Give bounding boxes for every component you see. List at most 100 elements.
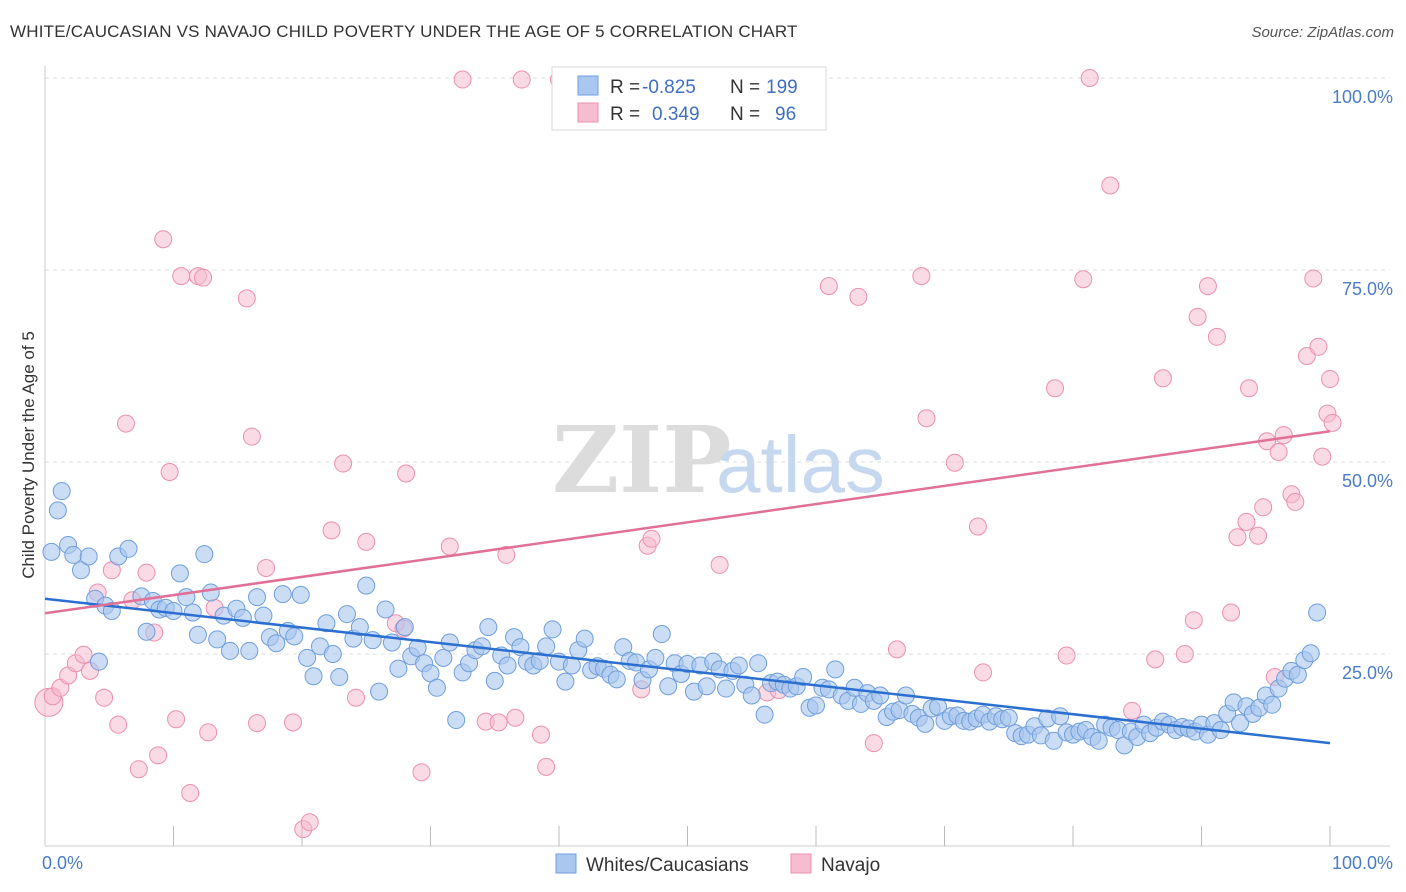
axes — [44, 66, 1390, 847]
series-legend-swatch-whites — [555, 853, 577, 874]
whites-point — [999, 708, 1018, 727]
whites-point — [479, 618, 498, 637]
navajo-point — [248, 714, 267, 733]
navajo-point — [1222, 603, 1241, 622]
navajo-point — [819, 277, 838, 296]
whites-point — [170, 564, 189, 583]
navajo-point — [300, 813, 319, 832]
whites-point — [71, 561, 90, 580]
y-tick-label-75: 75.0% — [1342, 279, 1393, 299]
stats-legend: R = -0.825 N = 199 R = 0.349 N = 96 — [551, 66, 827, 131]
series-legend: Whites/Caucasians Navajo — [555, 853, 880, 876]
navajo-point — [1304, 269, 1323, 288]
legend-n-value-whites: 199 — [766, 77, 798, 98]
navajo-point — [1074, 270, 1093, 289]
whites-point — [330, 668, 349, 687]
navajo-point — [1153, 369, 1172, 388]
whites-point — [646, 648, 665, 667]
whites-point — [794, 668, 813, 687]
navajo-point — [1269, 443, 1288, 462]
whites-point — [304, 667, 323, 686]
legend-n-label-navajo: N = — [730, 104, 760, 125]
navajo-point — [109, 715, 128, 734]
whites-point — [652, 625, 671, 644]
whites-point — [201, 583, 220, 602]
navajo-point — [74, 645, 93, 664]
whites-point — [323, 645, 342, 663]
whites-point — [79, 547, 98, 566]
navajo-point — [1146, 650, 1165, 669]
whites-point — [89, 652, 108, 671]
navajo-point — [1321, 370, 1339, 389]
navajo-point — [346, 688, 365, 707]
whites-point — [267, 634, 286, 653]
x-tick-label-min: 0.0% — [42, 853, 83, 873]
whites-point — [48, 501, 67, 520]
navajo-point — [710, 555, 729, 574]
navajo-points — [34, 69, 1342, 839]
navajo-point — [242, 427, 261, 446]
whites-point — [291, 585, 310, 604]
navajo-point — [334, 454, 353, 473]
navajo-point — [237, 289, 256, 308]
whites-point — [119, 539, 138, 558]
navajo-point — [1123, 701, 1142, 720]
navajo-point — [968, 517, 987, 536]
navajo-point — [887, 640, 906, 659]
whites-point — [195, 545, 214, 564]
whites-point — [498, 656, 517, 675]
navajo-point — [489, 713, 508, 732]
navajo-point — [912, 267, 931, 286]
navajo-point — [1207, 327, 1226, 346]
navajo-point — [945, 453, 964, 472]
navajo-point — [1188, 307, 1207, 326]
navajo-point — [412, 763, 431, 782]
navajo-point — [1198, 277, 1217, 296]
whites-point — [42, 542, 61, 561]
navajo-point — [284, 713, 303, 732]
legend-r-label-whites: R = — [610, 77, 640, 98]
watermark: ZIP atlas — [552, 406, 885, 514]
whites-point — [537, 637, 556, 656]
whites-point — [826, 660, 845, 679]
whites-point — [137, 622, 156, 641]
whites-point — [389, 659, 408, 678]
navajo-point — [864, 734, 883, 753]
whites-point — [188, 625, 207, 644]
navajo-point — [1254, 498, 1273, 517]
whites-point — [273, 585, 292, 604]
navajo-point — [160, 462, 179, 481]
navajo-point — [440, 537, 459, 556]
legend-swatch-navajo — [577, 102, 599, 123]
whites-point — [749, 654, 768, 673]
whites-point — [916, 714, 935, 733]
legend-n-label-whites: N = — [730, 77, 760, 98]
whites-point — [1044, 731, 1063, 750]
series-legend-label-whites: Whites/Caucasians — [586, 855, 749, 876]
navajo-point — [453, 70, 472, 89]
whites-point — [240, 641, 259, 660]
whites-point — [64, 545, 83, 564]
navajo-point — [1184, 611, 1203, 630]
navajo-point — [1101, 176, 1120, 195]
whites-point — [370, 682, 389, 701]
navajo-point — [397, 464, 416, 483]
whites-point — [697, 677, 716, 696]
navajo-point — [1274, 426, 1293, 445]
navajo-trend-line — [44, 430, 1331, 615]
y-tick-label-25: 25.0% — [1342, 663, 1393, 683]
navajo-point — [1175, 645, 1194, 663]
navajo-point — [199, 723, 218, 742]
whites-point — [871, 686, 890, 705]
whites-point — [350, 618, 369, 637]
whites-point — [434, 648, 453, 667]
whites-point — [298, 648, 317, 667]
whites-point — [1231, 714, 1250, 733]
navajo-point — [181, 784, 200, 803]
whites-point — [248, 588, 267, 607]
whites-point — [1308, 603, 1327, 622]
navajo-point — [1323, 413, 1342, 432]
navajo-point — [1057, 646, 1076, 665]
whites-point — [395, 618, 414, 637]
